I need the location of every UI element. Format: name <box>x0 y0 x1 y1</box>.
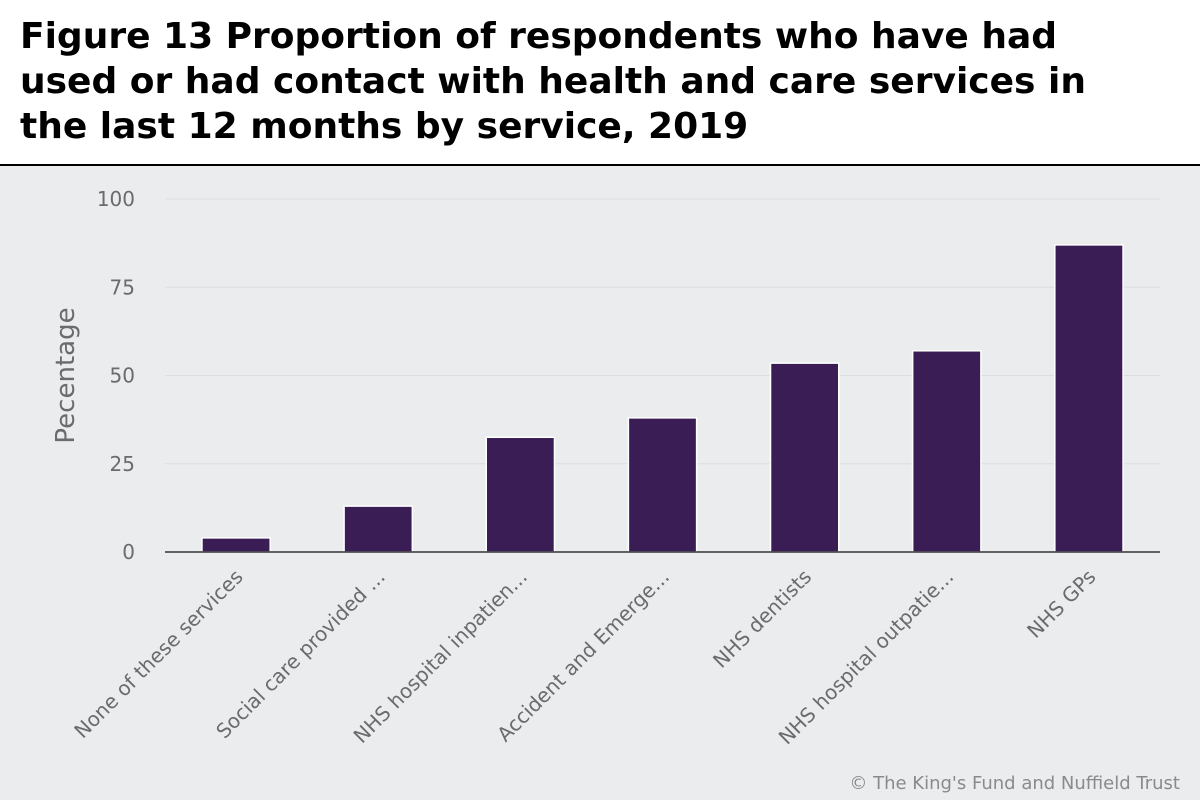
chart-title: Figure 13 Proportion of respondents who … <box>20 16 1086 147</box>
y-tick-label: 0 <box>122 540 135 564</box>
y-tick-label: 100 <box>97 187 135 211</box>
copyright-notice: © The King's Fund and Nuffield Trust <box>849 773 1180 794</box>
bar-chart: 0 25 50 75 100 Pecentage None of these service… <box>51 187 1160 750</box>
y-axis-label: Pecentage <box>51 307 81 443</box>
y-tick-label: 25 <box>110 452 135 476</box>
chart-header: Figure 13 Proportion of respondents who … <box>0 0 1200 166</box>
bar <box>201 537 271 553</box>
plot-area: 0 25 50 75 100 Pecentage None of these service… <box>0 166 1200 800</box>
bar <box>627 417 698 553</box>
y-axis-ticks: 0 25 50 75 100 <box>97 187 135 564</box>
bar <box>1054 244 1124 553</box>
y-tick-label: 50 <box>110 364 135 388</box>
bar <box>911 350 982 553</box>
bar <box>343 505 414 553</box>
bar <box>485 436 556 553</box>
x-tick-label: NHS GPs <box>1022 565 1100 643</box>
bar <box>769 362 840 553</box>
bars <box>201 244 1124 553</box>
x-tick-label: NHS dentists <box>708 565 816 673</box>
y-tick-label: 75 <box>110 275 135 299</box>
